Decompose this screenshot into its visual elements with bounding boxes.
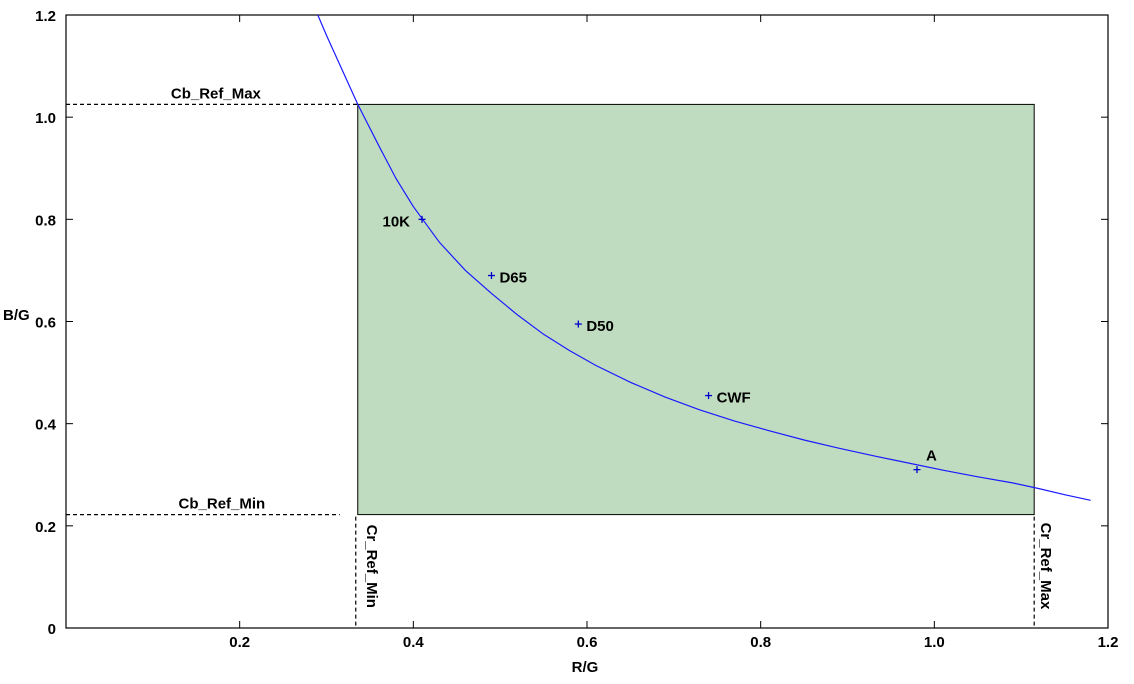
y-tick-label: 0.6 [35,315,56,332]
y-tick-label: 0.2 [35,519,56,536]
y-tick-label: 1.0 [35,110,56,127]
cb-ref-max-label: Cb_Ref_Max [171,85,262,102]
x-tick-label: 0.8 [750,634,771,651]
x-tick-label: 0.2 [229,634,250,651]
y-tick-label: 0 [48,621,56,638]
y-tick-label: 0.8 [35,212,56,229]
point-cwf: CWF [705,390,751,407]
point-d50: D50 [574,318,614,335]
point-d65: D65 [487,270,527,287]
y-tick-label: 0.4 [35,417,57,434]
x-tick-label: 0.6 [577,634,598,651]
point-label: 10K [382,213,410,230]
cb-ref-min-label: Cb_Ref_Min [179,496,266,513]
point-label: D50 [586,318,614,335]
y-axis-ticks: 0 0.2 0.4 0.6 0.8 1.0 1.2 [35,8,1108,638]
y-axis-title: B/G [3,307,30,324]
reference-region [357,103,1035,516]
reference-rectangle [357,103,1035,516]
planckian-locus-curve [317,14,1091,501]
cr-ref-max-label: Cr_Ref_Max [1037,523,1054,610]
cr-ref-min-label: Cr_Ref_Min [363,525,380,608]
reference-guides: Cb_Ref_Max Cb_Ref_Min Cr_Ref_Min Cr_Ref_… [66,85,1054,628]
x-axis-ticks: 0.2 0.4 0.6 0.8 1.0 1.2 [65,15,1119,651]
x-tick-label: 0.4 [403,634,425,651]
point-a: A [913,448,937,474]
point-label: D65 [499,270,527,287]
x-tick-label: 1.2 [1098,634,1119,651]
x-tick-label: 1.0 [924,634,945,651]
x-axis-title: R/G [572,659,599,676]
point-10k: 10K [382,213,426,230]
y-tick-label: 1.2 [35,8,56,25]
point-label: CWF [717,390,751,407]
illuminant-points: 10K D65 D50 CWF A [382,213,937,474]
point-label: A [926,448,937,465]
